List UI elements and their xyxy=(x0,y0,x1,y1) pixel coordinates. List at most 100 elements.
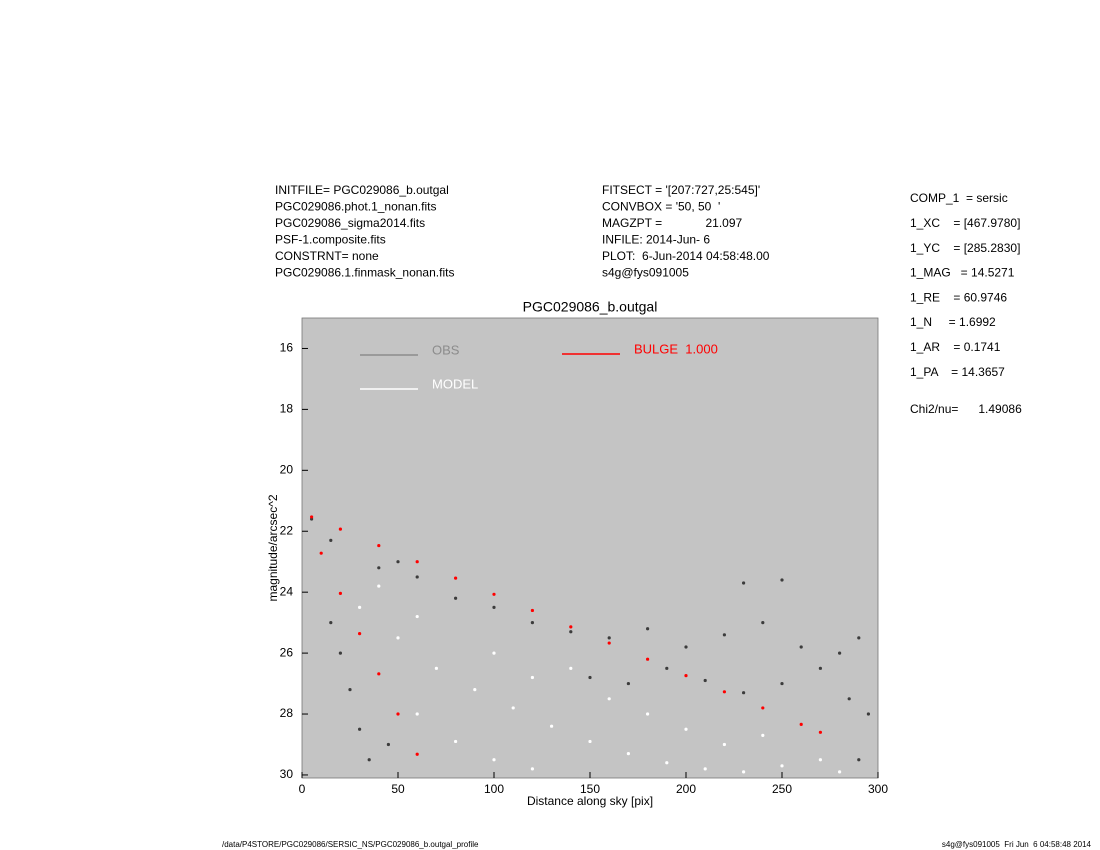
header-line: CONVBOX = '50, 50 ' xyxy=(602,200,720,214)
y-tick-label: 26 xyxy=(280,645,294,659)
data-point xyxy=(338,527,342,531)
data-point xyxy=(492,651,496,655)
header-line: PLOT: 6-Jun-2014 04:58:48.00 xyxy=(602,249,770,263)
data-point xyxy=(703,678,707,683)
data-point xyxy=(684,645,688,649)
data-point xyxy=(319,551,323,555)
data-point xyxy=(761,733,765,737)
y-tick-label: 28 xyxy=(280,706,294,720)
fit-parameter: 1_XC = [467.9780] xyxy=(910,216,1020,230)
data-point xyxy=(396,560,400,564)
data-point xyxy=(684,674,688,678)
header-line: PSF-1.composite.fits xyxy=(275,233,386,247)
data-point xyxy=(329,538,333,542)
data-point xyxy=(847,697,851,701)
data-point xyxy=(492,592,496,596)
data-point xyxy=(722,742,727,747)
x-tick-label: 250 xyxy=(772,782,792,796)
data-point xyxy=(866,712,871,716)
data-point xyxy=(607,641,611,645)
y-tick-label: 30 xyxy=(280,767,294,781)
data-point xyxy=(588,739,592,744)
data-point xyxy=(415,752,419,756)
data-point xyxy=(857,758,861,762)
data-point xyxy=(377,584,381,588)
fit-parameter: 1_YC = [285.2830] xyxy=(910,241,1020,255)
data-point xyxy=(377,672,381,676)
data-point xyxy=(742,581,746,585)
header-line: FITSECT = '[207:727,25:545]' xyxy=(602,183,760,197)
data-point xyxy=(838,651,842,655)
fit-parameter: 1_RE = 60.9746 xyxy=(910,290,1007,304)
y-tick-label: 20 xyxy=(280,462,294,476)
data-point xyxy=(780,764,784,768)
data-point xyxy=(415,712,419,716)
footer-left: /data/P4STORE/PGC029086/SERSIC_NS/PGC029… xyxy=(222,840,479,849)
legend-label: MODEL xyxy=(432,376,478,391)
data-point xyxy=(799,722,803,726)
data-point xyxy=(646,627,650,631)
header-line: PGC029086.phot.1_nonan.fits xyxy=(275,200,436,214)
data-point xyxy=(761,706,765,710)
data-point xyxy=(607,697,611,701)
data-point xyxy=(742,770,746,774)
header-line: MAGZPT = 21.097 xyxy=(602,216,742,230)
header-line: INFILE: 2014-Jun- 6 xyxy=(602,233,710,247)
y-tick-label: 18 xyxy=(280,402,294,416)
data-point xyxy=(722,633,727,637)
data-point xyxy=(742,691,746,695)
fit-parameter: COMP_1 = sersic xyxy=(910,191,1008,205)
data-point xyxy=(415,575,419,579)
data-point xyxy=(550,724,554,728)
data-point xyxy=(626,681,631,686)
x-tick-label: 150 xyxy=(580,782,600,796)
data-point xyxy=(358,605,362,610)
data-point xyxy=(473,688,477,692)
fit-parameter: 1_AR = 0.1741 xyxy=(910,340,1001,354)
data-point xyxy=(454,576,458,580)
data-point xyxy=(358,632,362,636)
data-point xyxy=(646,657,650,661)
data-point xyxy=(607,636,611,640)
x-tick-label: 100 xyxy=(484,782,504,796)
data-point xyxy=(338,651,342,655)
data-point xyxy=(396,636,400,640)
data-point xyxy=(367,758,371,762)
data-point xyxy=(434,666,438,670)
data-point xyxy=(818,758,823,762)
x-tick-label: 300 xyxy=(868,782,888,796)
data-point xyxy=(646,712,650,716)
data-point xyxy=(665,666,669,670)
x-axis-label: Distance along sky [pix] xyxy=(527,794,653,808)
data-point xyxy=(530,621,535,625)
x-tick-label: 0 xyxy=(299,782,306,796)
legend-label: OBS xyxy=(432,342,460,357)
data-point xyxy=(310,515,314,519)
data-point xyxy=(530,767,535,771)
x-tick-label: 200 xyxy=(676,782,696,796)
data-point xyxy=(377,543,381,548)
data-point xyxy=(799,645,803,649)
data-point xyxy=(329,621,333,625)
data-point xyxy=(665,761,669,765)
data-point xyxy=(703,767,707,771)
header-line: PGC029086.1.finmask_nonan.fits xyxy=(275,266,454,280)
data-point xyxy=(396,712,400,716)
data-point xyxy=(684,727,688,731)
data-point xyxy=(454,739,458,744)
header-line: s4g@fys091005 xyxy=(602,266,689,280)
data-point xyxy=(569,630,573,634)
data-point xyxy=(761,621,765,625)
x-tick-label: 50 xyxy=(391,782,405,796)
fit-parameter: 1_PA = 14.3657 xyxy=(910,365,1005,379)
data-point xyxy=(780,578,784,582)
data-point xyxy=(338,591,342,595)
header-line: INITFILE= PGC029086_b.outgal xyxy=(275,183,449,197)
data-point xyxy=(348,688,352,692)
data-point xyxy=(454,596,458,600)
data-point xyxy=(358,727,362,731)
data-point xyxy=(838,770,842,774)
data-point xyxy=(530,675,535,680)
legend-label: BULGE 1.000 xyxy=(634,341,718,356)
